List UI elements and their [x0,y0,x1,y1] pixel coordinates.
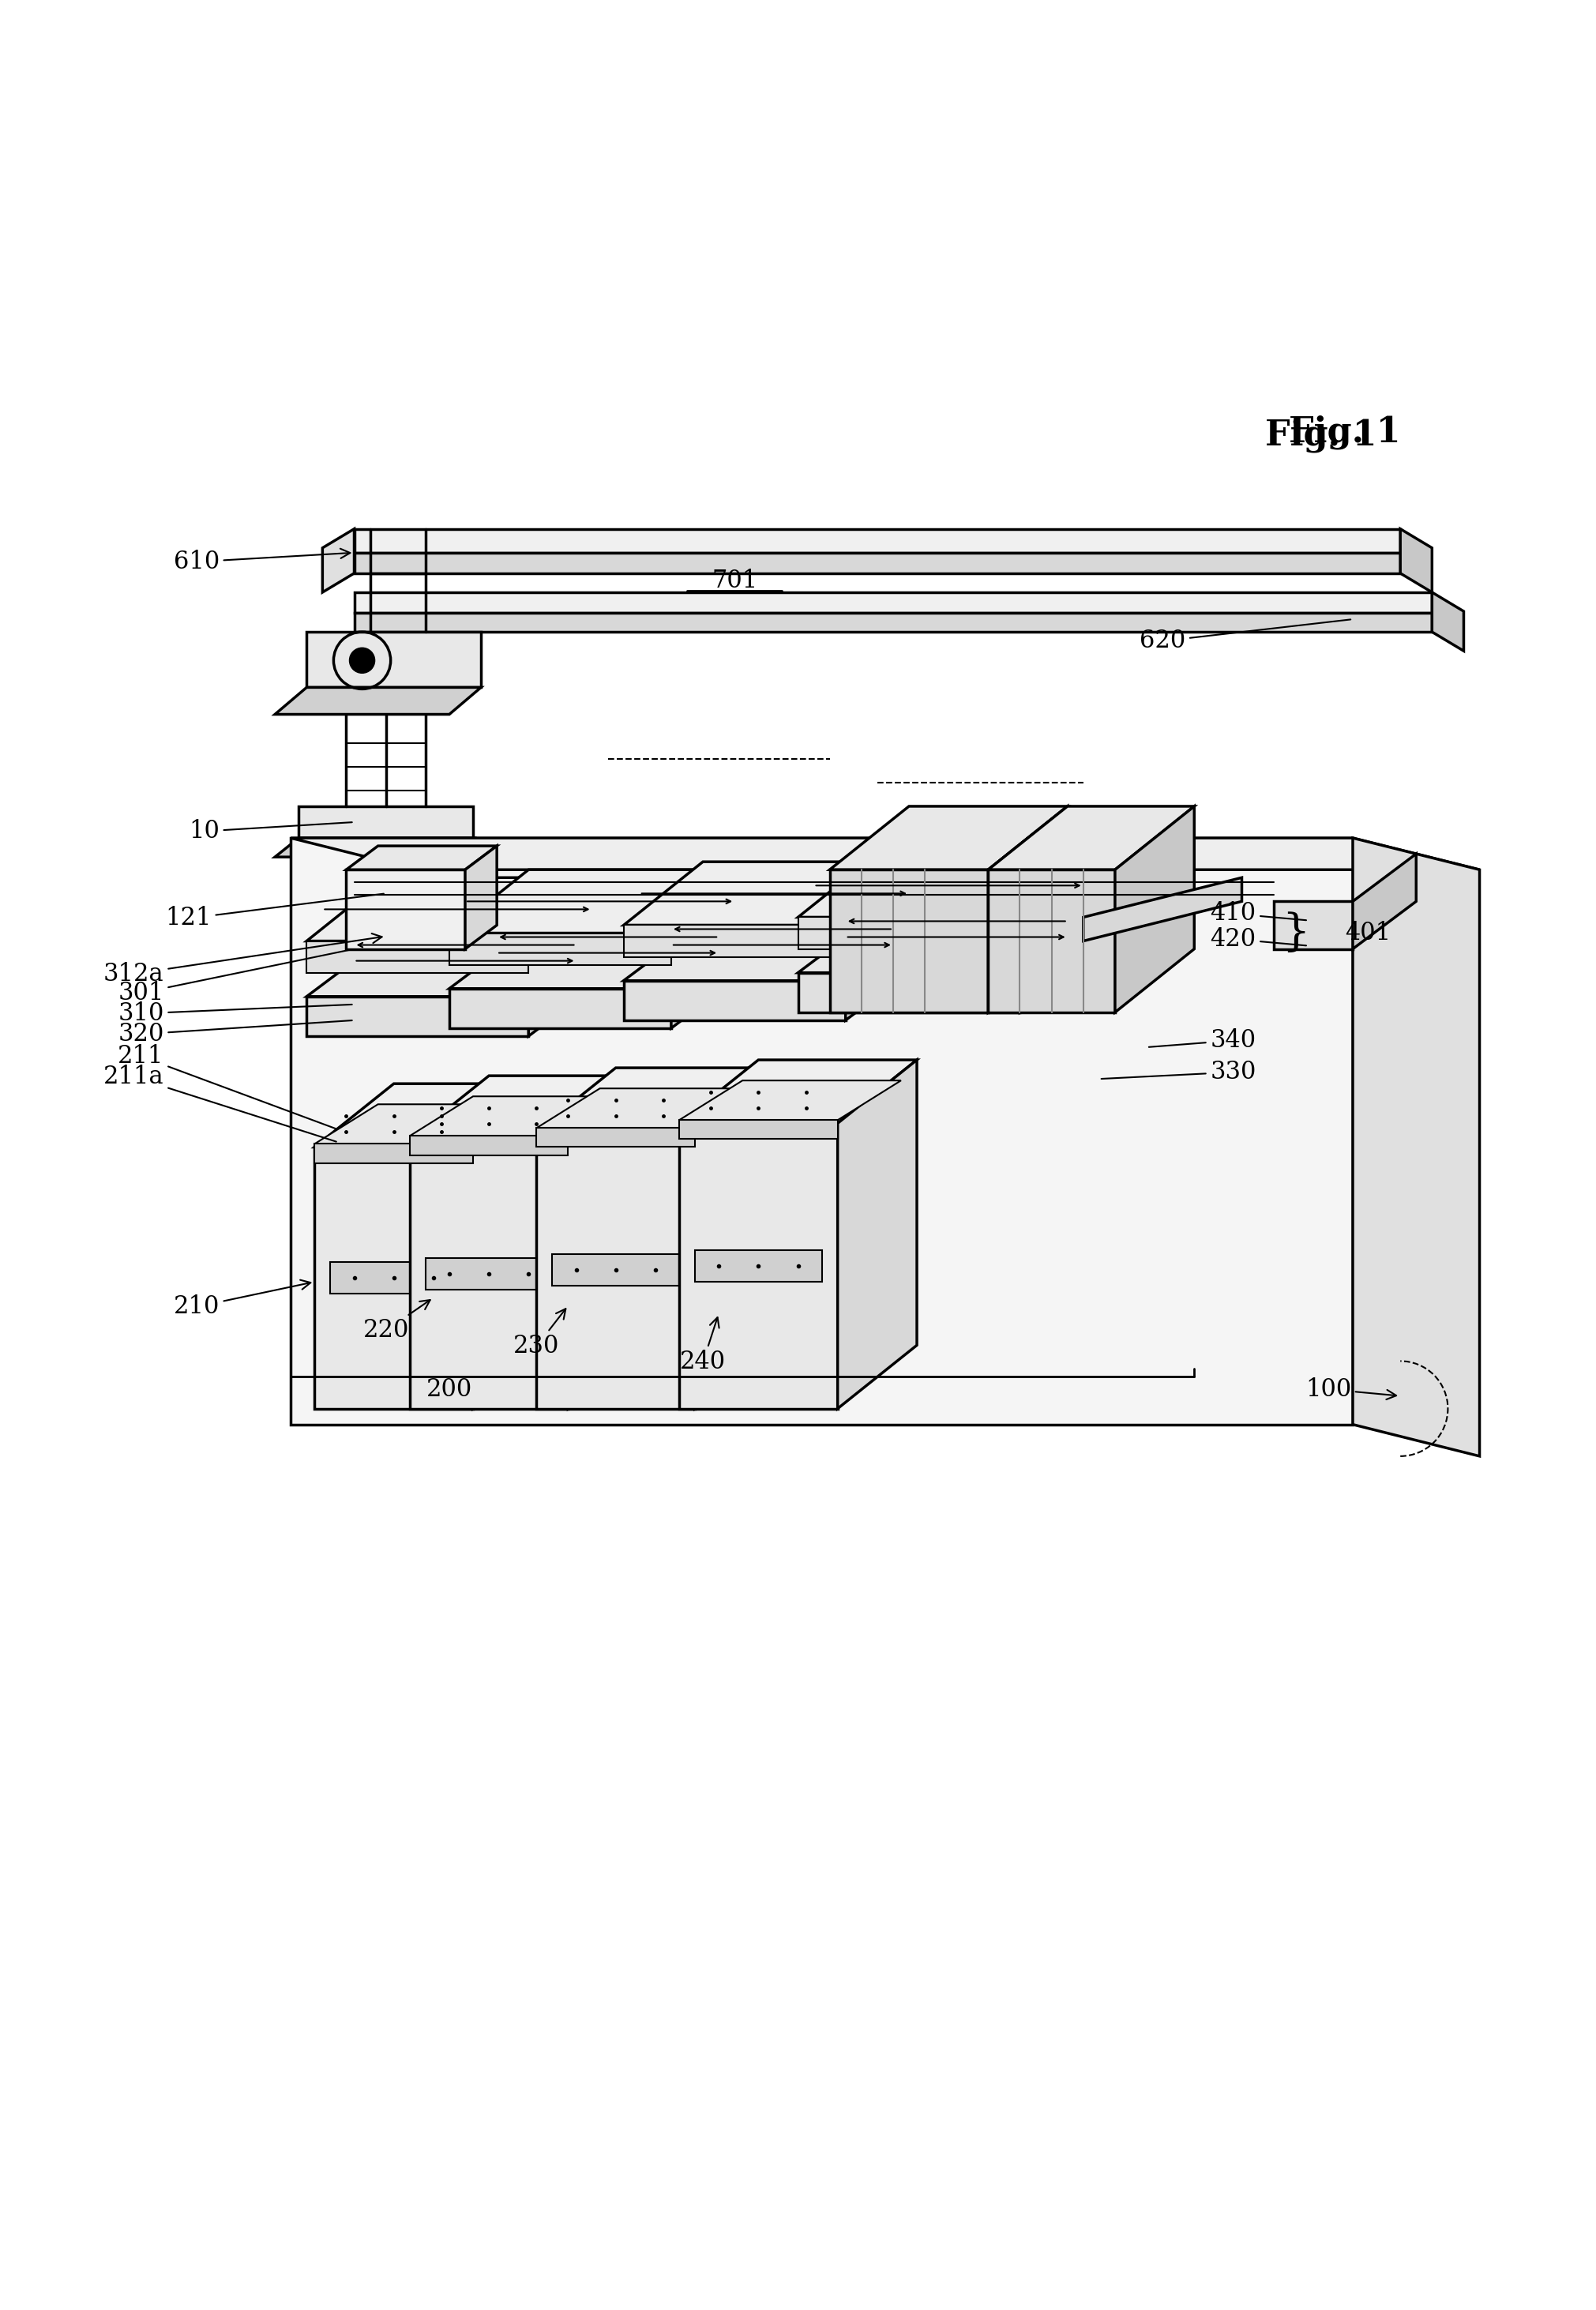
Text: 100: 100 [1306,1377,1396,1402]
Polygon shape [536,1132,694,1409]
Polygon shape [988,806,1068,1012]
Polygon shape [275,688,480,714]
Polygon shape [450,933,672,966]
Polygon shape [314,1104,536,1143]
Polygon shape [624,862,924,926]
Text: 10: 10 [188,820,353,843]
Polygon shape [354,591,1432,612]
Polygon shape [426,1259,552,1289]
Text: 410: 410 [1210,901,1306,926]
Polygon shape [306,926,624,996]
Polygon shape [290,839,1353,1425]
Polygon shape [798,855,1100,917]
Polygon shape [354,529,1400,552]
Text: 301: 301 [118,949,353,1005]
Polygon shape [450,989,672,1028]
Text: 320: 320 [118,1021,353,1046]
Polygon shape [536,1067,774,1132]
Polygon shape [410,1137,568,1155]
Polygon shape [1353,839,1479,1455]
Polygon shape [450,917,766,989]
Polygon shape [624,982,846,1021]
Polygon shape [680,1060,916,1123]
Text: Fig. 1: Fig. 1 [1290,416,1401,448]
Polygon shape [450,869,750,933]
Polygon shape [1353,855,1416,949]
Polygon shape [306,996,528,1037]
Polygon shape [680,1123,838,1409]
Text: 340: 340 [1149,1028,1256,1053]
Polygon shape [354,552,1400,573]
Polygon shape [330,1261,456,1294]
Text: 211: 211 [118,1044,337,1130]
Polygon shape [830,806,1068,869]
Text: 310: 310 [118,1000,353,1026]
Polygon shape [536,1127,694,1148]
Polygon shape [624,910,940,982]
Polygon shape [314,1083,552,1148]
Polygon shape [1274,901,1353,949]
Polygon shape [694,1250,822,1282]
Text: 620: 620 [1140,619,1350,654]
Polygon shape [1020,901,1116,1012]
Text: 200: 200 [426,1377,472,1402]
Polygon shape [624,926,846,956]
Text: 240: 240 [680,1317,726,1374]
Polygon shape [798,917,1020,949]
Polygon shape [680,1081,902,1120]
Polygon shape [314,1148,472,1409]
Polygon shape [1432,591,1464,651]
Polygon shape [988,869,1116,1012]
Polygon shape [354,612,1432,633]
Polygon shape [568,1076,648,1409]
Polygon shape [306,633,480,688]
Polygon shape [306,940,528,973]
Polygon shape [346,845,496,869]
Polygon shape [988,806,1194,869]
Polygon shape [1400,529,1432,591]
Polygon shape [552,1254,680,1287]
Text: }: } [1282,912,1309,954]
Text: 230: 230 [514,1310,565,1358]
Polygon shape [275,839,472,857]
Text: 121: 121 [166,894,383,931]
Polygon shape [346,869,464,949]
Text: 701: 701 [712,568,758,594]
Polygon shape [306,878,608,940]
Polygon shape [846,910,940,1021]
Polygon shape [798,901,1116,973]
Polygon shape [464,845,496,949]
Polygon shape [314,1143,472,1162]
Polygon shape [1084,878,1242,940]
Polygon shape [322,529,354,591]
Polygon shape [536,1088,758,1127]
Text: 610: 610 [174,550,350,575]
Polygon shape [798,973,1020,1012]
Polygon shape [298,806,472,839]
Polygon shape [410,1139,568,1409]
Polygon shape [680,1120,838,1139]
Polygon shape [1116,806,1194,1012]
Text: 420: 420 [1210,926,1306,952]
Text: 211a: 211a [104,1065,337,1141]
Polygon shape [672,917,766,1028]
Text: 401: 401 [1345,922,1390,945]
Polygon shape [290,839,1479,869]
Polygon shape [472,1083,552,1409]
Polygon shape [830,869,988,1012]
Text: 220: 220 [362,1301,431,1342]
Text: 210: 210 [174,1280,311,1319]
Polygon shape [528,926,624,1037]
Text: 312a: 312a [104,933,381,986]
Circle shape [350,647,375,672]
Text: Fig. 1: Fig. 1 [1266,418,1377,453]
Polygon shape [410,1076,648,1139]
Polygon shape [838,1060,916,1409]
Polygon shape [410,1097,632,1137]
Polygon shape [694,1067,774,1409]
Text: 330: 330 [1101,1060,1256,1083]
